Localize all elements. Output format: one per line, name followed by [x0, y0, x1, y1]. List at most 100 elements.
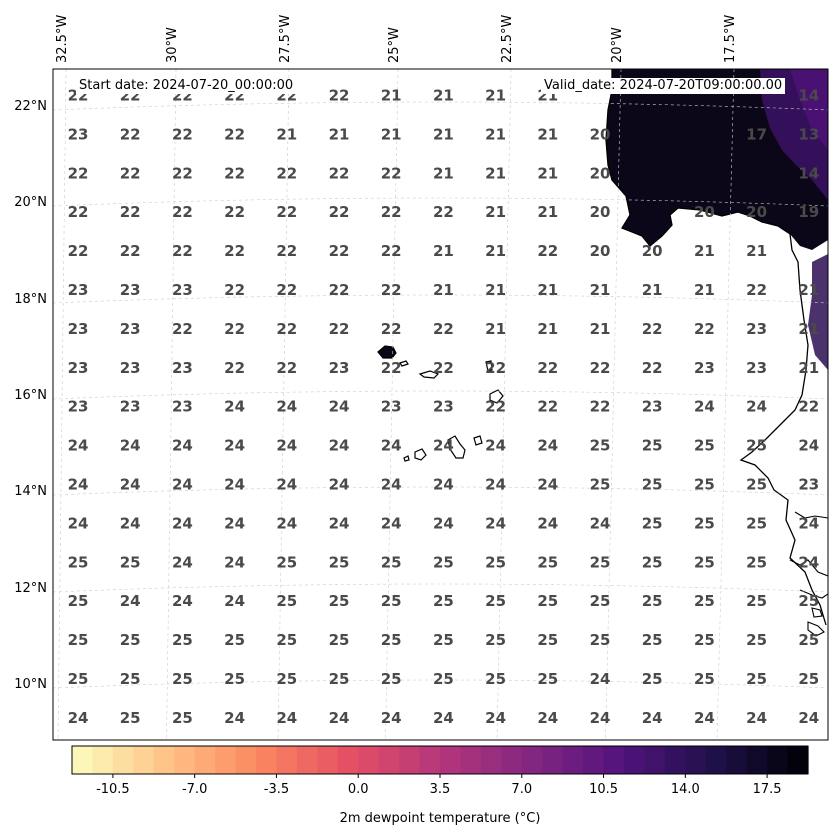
colorbar-bin — [542, 746, 564, 774]
dewpoint-value: 22 — [224, 359, 245, 377]
dewpoint-value: 24 — [381, 476, 402, 494]
dewpoint-value: 24 — [485, 514, 506, 532]
dewpoint-value: 25 — [329, 592, 350, 610]
dewpoint-value: 21 — [537, 125, 558, 143]
graticule-parallel — [53, 294, 828, 304]
dewpoint-value: 22 — [120, 164, 141, 182]
dewpoint-value: 24 — [798, 709, 819, 727]
dewpoint-value: 21 — [433, 242, 454, 260]
colorbar-bin — [521, 746, 543, 774]
dewpoint-value: 25 — [224, 670, 245, 688]
dewpoint-value: 20 — [590, 164, 611, 182]
map-layers: 22 22 22 22 22 22 21 21 21 21 14 23 22 22 22 21 21 21 21 21… — [53, 69, 828, 740]
dewpoint-value: 23 — [746, 359, 767, 377]
dewpoint-value: 22 — [224, 320, 245, 338]
dewpoint-value: 22 — [433, 203, 454, 221]
colorbar-tick-label: 14.0 — [671, 782, 700, 797]
colorbar-tick-label: -10.5 — [96, 782, 130, 797]
dewpoint-value: 22 — [329, 320, 350, 338]
graticule-meridian — [277, 69, 290, 740]
dewpoint-value: 25 — [642, 514, 663, 532]
dewpoint-value: 21 — [590, 281, 611, 299]
dewpoint-value: 21 — [433, 164, 454, 182]
dewpoint-value: 24 — [433, 476, 454, 494]
graticule-meridian — [496, 69, 512, 740]
dewpoint-value: 25 — [172, 631, 193, 649]
dewpoint-value: 25 — [537, 670, 558, 688]
dewpoint-value: 22 — [172, 125, 193, 143]
dewpoint-value: 22 — [224, 281, 245, 299]
dewpoint-value: 24 — [485, 476, 506, 494]
dewpoint-value: 22 — [329, 203, 350, 221]
dewpoint-value: 22 — [537, 359, 558, 377]
colorbar-bin — [746, 746, 768, 774]
dewpoint-value: 24 — [694, 709, 715, 727]
dewpoint-value: 24 — [224, 437, 245, 455]
dewpoint-value: 25 — [381, 592, 402, 610]
dewpoint-value: 23 — [68, 320, 89, 338]
graticule-meridian — [605, 69, 622, 740]
dewpoint-value: 24 — [537, 476, 558, 494]
dewpoint-value: 23 — [68, 125, 89, 143]
dewpoint-value: 25 — [590, 553, 611, 571]
dewpoint-value: 24 — [433, 514, 454, 532]
dewpoint-value: 22 — [329, 87, 350, 105]
island-santo-antao — [377, 345, 397, 359]
dewpoint-value: 24 — [68, 514, 89, 532]
dewpoint-value: 25 — [798, 670, 819, 688]
dewpoint-value: 24 — [172, 553, 193, 571]
dewpoint-value: 23 — [433, 398, 454, 416]
dewpoint-value: 25 — [746, 553, 767, 571]
dewpoint-value: 25 — [433, 553, 454, 571]
dewpoint-value: 25 — [329, 553, 350, 571]
dewpoint-value: 24 — [590, 514, 611, 532]
dewpoint-value: 25 — [276, 592, 297, 610]
colorbar-bins — [72, 746, 809, 774]
dewpoint-value: 24 — [642, 709, 663, 727]
dewpoint-value: 24 — [537, 514, 558, 532]
dewpoint-value: 22 — [381, 320, 402, 338]
dewpoint-value: 22 — [485, 359, 506, 377]
lon-label: 27.5°W — [278, 15, 293, 63]
dewpoint-value: 25 — [590, 437, 611, 455]
dewpoint-value: 24 — [329, 398, 350, 416]
dewpoint-value: 25 — [537, 553, 558, 571]
lat-label: 12°N — [14, 581, 47, 596]
dewpoint-value: 23 — [798, 476, 819, 494]
dewpoint-value: 22 — [381, 359, 402, 377]
dewpoint-value: 25 — [746, 592, 767, 610]
lon-label: 22.5°W — [500, 15, 515, 63]
dewpoint-value: 21 — [485, 281, 506, 299]
dewpoint-value: 24 — [120, 592, 141, 610]
dewpoint-value: 21 — [642, 281, 663, 299]
colorbar-bin — [624, 746, 646, 774]
lat-label: 22°N — [14, 99, 47, 114]
dewpoint-value: 25 — [485, 631, 506, 649]
dewpoint-value: 25 — [172, 670, 193, 688]
colorbar-bin — [215, 746, 237, 774]
dewpoint-value: 22 — [172, 203, 193, 221]
dewpoint-value: 21 — [798, 320, 819, 338]
dewpoint-value: 21 — [329, 125, 350, 143]
dewpoint-value: 23 — [120, 398, 141, 416]
dewpoint-value: 22 — [276, 281, 297, 299]
dewpoint-value: 22 — [329, 242, 350, 260]
dewpoint-value: 24 — [746, 709, 767, 727]
colorbar-tick-label: 3.5 — [430, 782, 451, 797]
island-boa-vista — [489, 389, 504, 404]
dewpoint-value: 25 — [746, 670, 767, 688]
dewpoint-value: 21 — [485, 87, 506, 105]
graticule-parallel — [53, 679, 828, 689]
colorbar-bin — [358, 746, 380, 774]
dewpoint-value: 23 — [746, 320, 767, 338]
colorbar-bin — [787, 746, 809, 774]
dewpoint-value: 25 — [590, 592, 611, 610]
latitude-labels: 22°N 20°N 18°N 16°N 14°N 12°N 10°N — [14, 99, 47, 692]
dewpoint-value: 21 — [485, 320, 506, 338]
dewpoint-value: 24 — [68, 437, 89, 455]
dewpoint-value: 23 — [172, 281, 193, 299]
dewpoint-value: 22 — [172, 242, 193, 260]
lon-label: 32.5°W — [55, 15, 70, 63]
dewpoint-value: 25 — [381, 553, 402, 571]
colorbar-bin — [705, 746, 727, 774]
